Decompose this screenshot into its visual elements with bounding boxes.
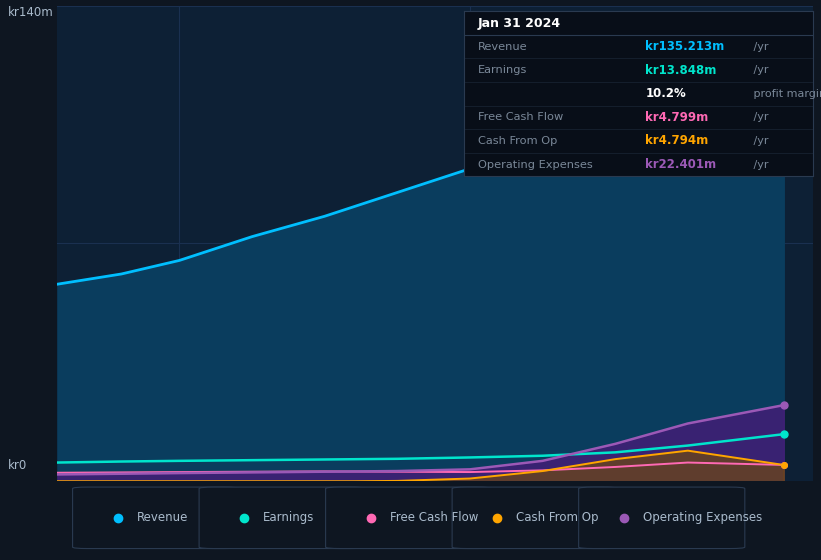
Text: Cash From Op: Cash From Op bbox=[516, 511, 599, 524]
Text: Operating Expenses: Operating Expenses bbox=[478, 160, 593, 170]
Text: /yr: /yr bbox=[750, 41, 768, 52]
FancyBboxPatch shape bbox=[200, 487, 365, 549]
Text: 10.2%: 10.2% bbox=[645, 87, 686, 100]
Text: kr135.213m: kr135.213m bbox=[645, 40, 725, 53]
Text: /yr: /yr bbox=[750, 113, 768, 123]
Text: Free Cash Flow: Free Cash Flow bbox=[390, 511, 478, 524]
Text: kr4.794m: kr4.794m bbox=[645, 134, 709, 147]
Text: Earnings: Earnings bbox=[264, 511, 314, 524]
Text: kr140m: kr140m bbox=[8, 6, 54, 18]
Text: /yr: /yr bbox=[750, 136, 768, 146]
Text: Cash From Op: Cash From Op bbox=[478, 136, 557, 146]
Text: Revenue: Revenue bbox=[137, 511, 188, 524]
Text: Earnings: Earnings bbox=[478, 65, 527, 75]
Text: kr0: kr0 bbox=[8, 459, 28, 472]
FancyBboxPatch shape bbox=[452, 487, 618, 549]
FancyBboxPatch shape bbox=[326, 487, 492, 549]
Text: Revenue: Revenue bbox=[478, 41, 527, 52]
Text: profit margin: profit margin bbox=[750, 89, 821, 99]
Text: kr22.401m: kr22.401m bbox=[645, 158, 717, 171]
FancyBboxPatch shape bbox=[579, 487, 745, 549]
Text: Jan 31 2024: Jan 31 2024 bbox=[478, 16, 561, 30]
Text: kr4.799m: kr4.799m bbox=[645, 111, 709, 124]
Text: kr13.848m: kr13.848m bbox=[645, 64, 717, 77]
Text: /yr: /yr bbox=[750, 160, 768, 170]
Text: Operating Expenses: Operating Expenses bbox=[643, 511, 762, 524]
Text: /yr: /yr bbox=[750, 65, 768, 75]
FancyBboxPatch shape bbox=[72, 487, 239, 549]
Text: Free Cash Flow: Free Cash Flow bbox=[478, 113, 563, 123]
